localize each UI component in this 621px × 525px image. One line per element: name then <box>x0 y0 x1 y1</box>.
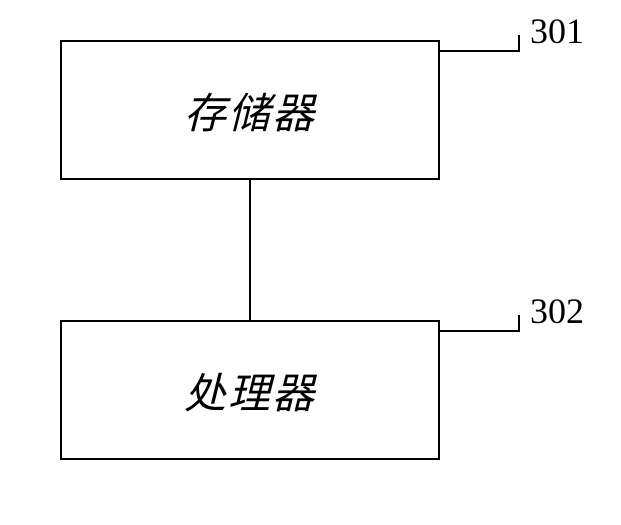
node-storage: 存储器 <box>60 40 440 180</box>
node-processor: 处理器 <box>60 320 440 460</box>
leader-302-v <box>518 315 520 332</box>
ref-num-301: 301 <box>530 10 584 52</box>
leader-302-h <box>440 330 520 332</box>
node-storage-label: 存储器 <box>184 80 316 141</box>
leader-301-h <box>440 50 520 52</box>
connector-storage-processor <box>249 180 251 320</box>
ref-num-302: 302 <box>530 290 584 332</box>
node-processor-label: 处理器 <box>184 360 316 421</box>
leader-301-v <box>518 35 520 52</box>
block-diagram: 存储器 301 处理器 302 <box>0 0 621 525</box>
